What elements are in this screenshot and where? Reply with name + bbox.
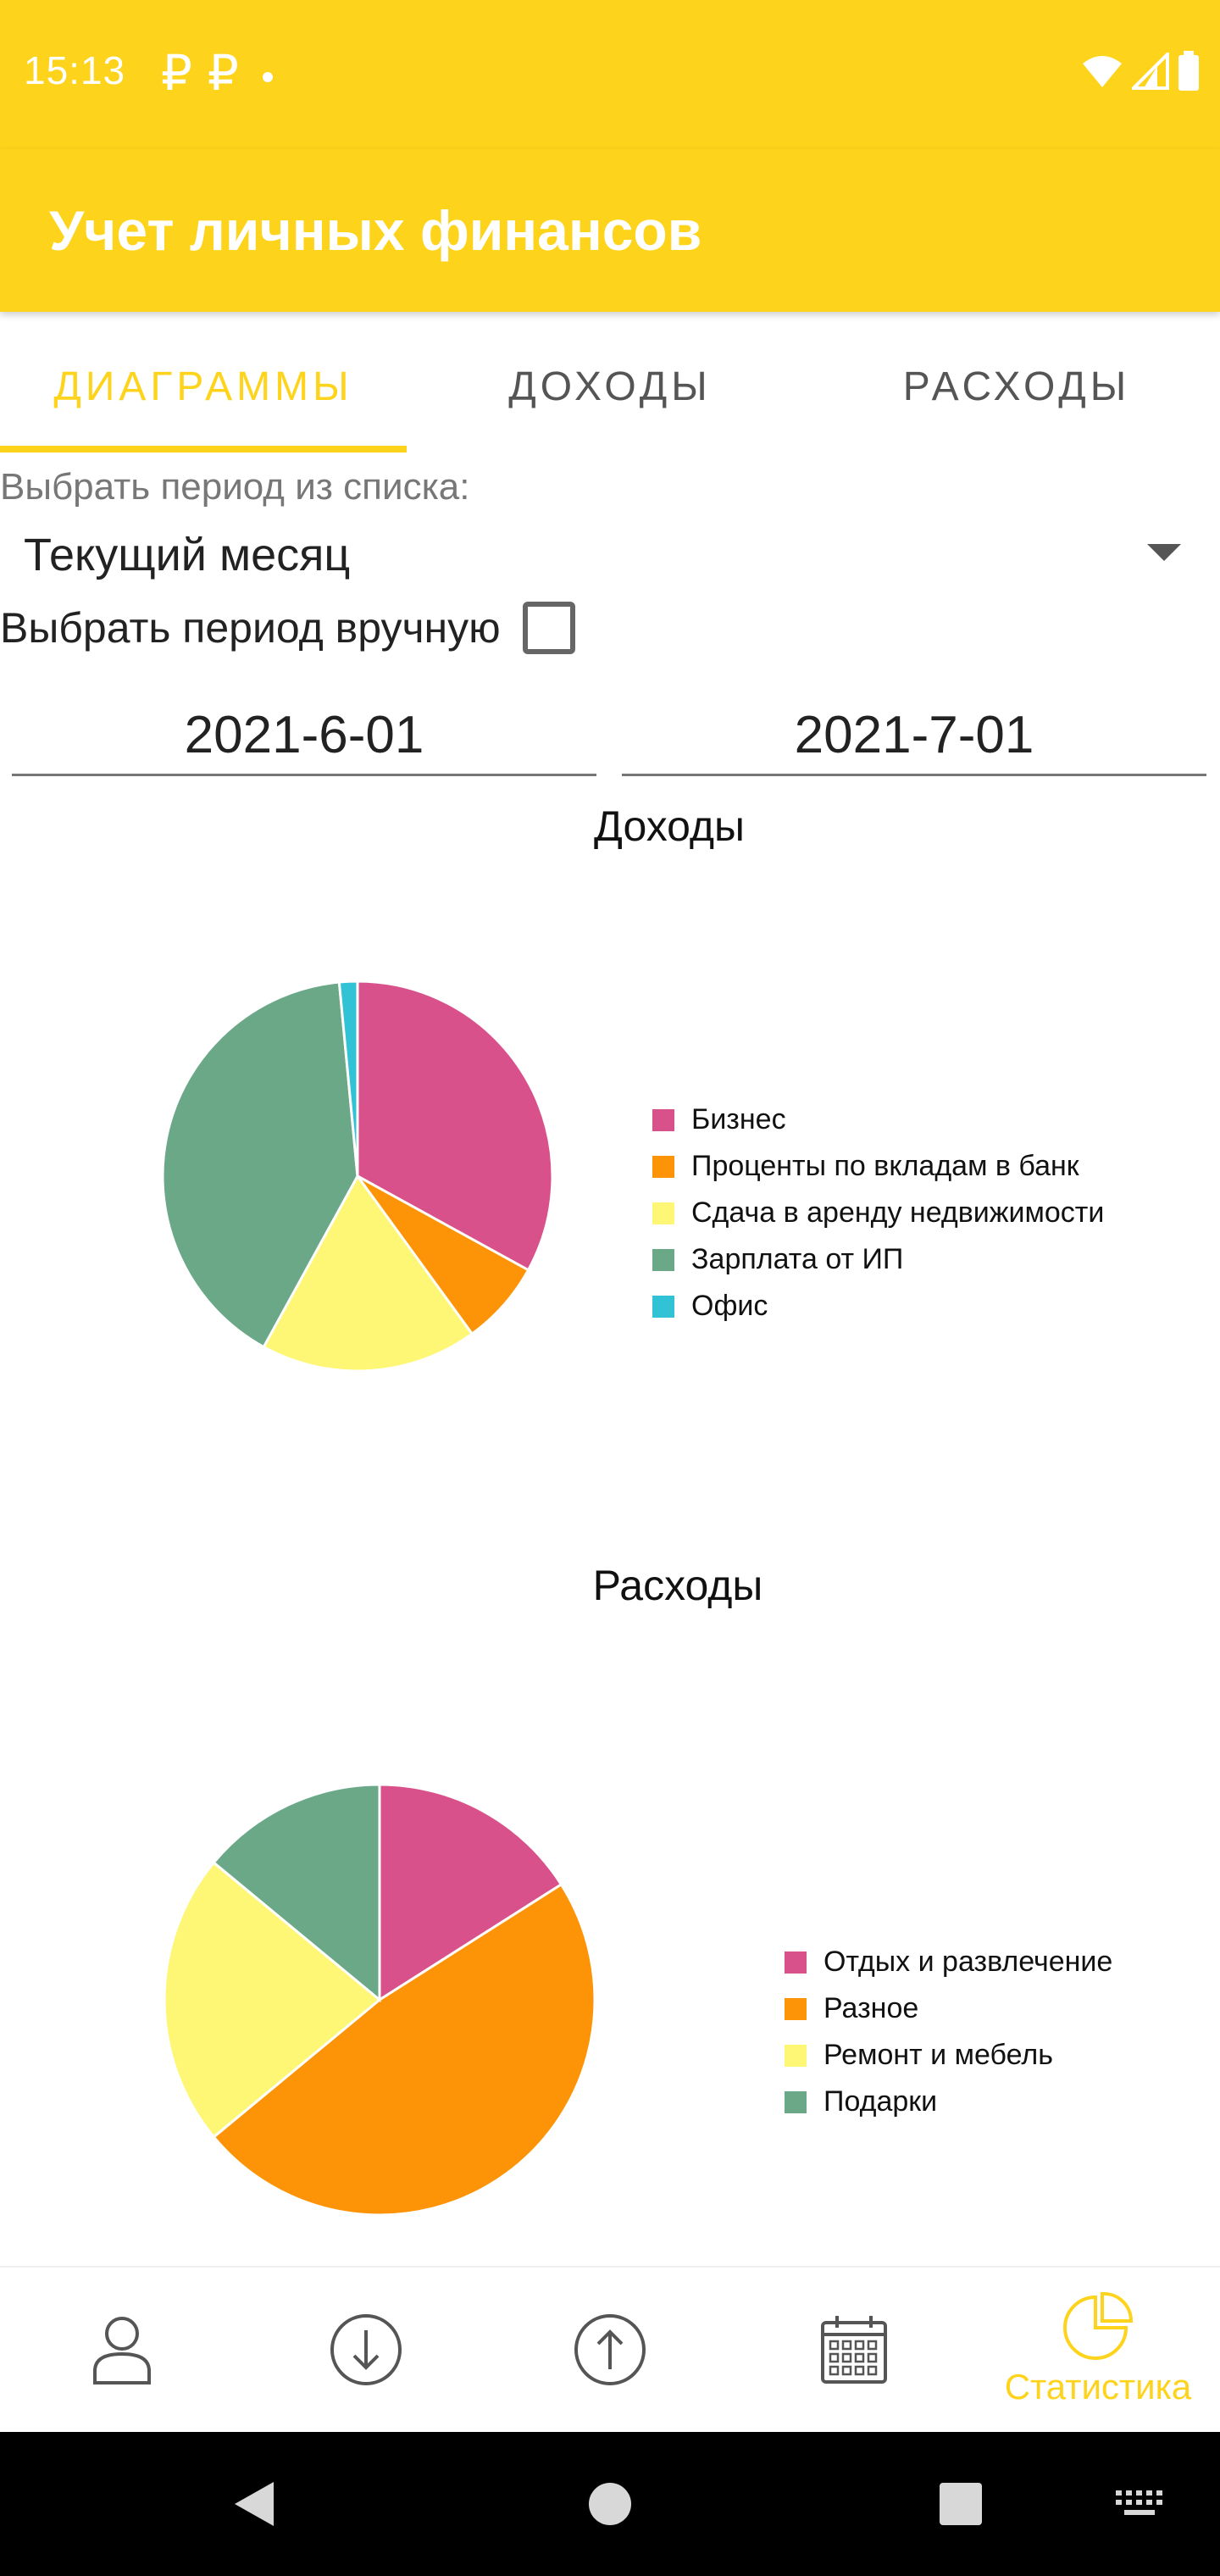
manual-period-checkbox[interactable] [522, 602, 575, 654]
legend-swatch [785, 2044, 807, 2067]
manual-period-row: Выбрать период вручную [0, 598, 575, 658]
legend-swatch [785, 2090, 807, 2113]
nav-statistics[interactable]: Статистика [976, 2268, 1220, 2432]
bottom-navigation: Статистика [0, 2266, 1220, 2432]
arrow-down-circle-icon [330, 2314, 402, 2385]
expense-pie-chart [163, 1783, 596, 2217]
legend-swatch [652, 1108, 674, 1131]
legend-item: Отдых и развлечение [785, 1939, 1112, 1985]
nav-expenses[interactable] [488, 2268, 732, 2432]
legend-label: Проценты по вкладам в банк [691, 1150, 1079, 1182]
legend-swatch [785, 1951, 807, 1974]
system-status-icons [1081, 49, 1200, 93]
legend-swatch [652, 1248, 674, 1271]
legend-label: Зарплата от ИП [691, 1243, 904, 1275]
wifi-icon [1083, 56, 1122, 87]
legend-label: Разное [824, 1992, 919, 2024]
nav-profile[interactable] [0, 2268, 244, 2432]
income-pie-slice [262, 1174, 474, 1373]
ruble-notification-icon: ₽ [207, 46, 239, 101]
nav-calendar[interactable] [732, 2268, 976, 2432]
legend-item: Офис [652, 1283, 1104, 1330]
keyboard-button[interactable] [1110, 2432, 1169, 2576]
legend-label: Ремонт и мебель [824, 2039, 1053, 2071]
tab-bar: ДИАГРАММЫ ДОХОДЫ РАСХОДЫ [0, 312, 1220, 452]
tab-charts[interactable]: ДИАГРАММЫ [0, 312, 407, 452]
legend-item: Разное [785, 1985, 1112, 2032]
recents-icon [940, 2483, 982, 2525]
more-notifications-dot-icon [262, 71, 273, 82]
legend-label: Подарки [824, 2085, 938, 2118]
expense-chart-title: Расходы [592, 1562, 763, 1609]
dropdown-arrow-icon [1147, 544, 1181, 561]
status-time: 15:13 [24, 48, 126, 92]
legend-item: Ремонт и мебель [785, 2032, 1112, 2079]
legend-label: Сдача в аренду недвижимости [691, 1196, 1105, 1229]
app-bar: Учет личных финансов [0, 149, 1220, 312]
manual-period-label: Выбрать период вручную [0, 604, 501, 652]
app-title: Учет личных финансов [49, 199, 702, 262]
legend-item: Бизнес [652, 1096, 1104, 1143]
legend-item: Проценты по вкладам в банк [652, 1143, 1104, 1190]
expense-pie-slice [378, 1783, 563, 2002]
battery-icon [1178, 51, 1199, 91]
legend-swatch [785, 1997, 807, 2020]
income-pie-slice [337, 980, 359, 1177]
recents-button[interactable] [927, 2432, 995, 2576]
nav-income[interactable] [244, 2268, 488, 2432]
legend-label: Бизнес [691, 1103, 786, 1135]
income-chart-title: Доходы [594, 802, 745, 850]
expense-pie-slice [212, 1783, 381, 2003]
period-selected-value: Текущий месяц [24, 530, 351, 580]
nav-statistics-label: Статистика [1004, 2367, 1192, 2407]
tab-expenses[interactable]: РАСХОДЫ [902, 364, 1131, 409]
home-button[interactable] [576, 2432, 644, 2576]
keyboard-icon [1116, 2490, 1162, 2515]
cell-signal-icon [1132, 53, 1169, 90]
date-from-field[interactable]: 2021-6-01 [12, 695, 596, 776]
legend-label: Отдых и развлечение [824, 1946, 1113, 1978]
legend-swatch [652, 1295, 674, 1318]
calendar-icon [821, 2316, 887, 2384]
arrow-up-circle-icon [574, 2314, 646, 2385]
period-list-label: Выбрать период из списка: [0, 466, 470, 508]
income-pie-slice [356, 980, 554, 1272]
date-to-field[interactable]: 2021-7-01 [622, 695, 1206, 776]
income-pie-slice [161, 980, 359, 1349]
legend-item: Сдача в аренду недвижимости [652, 1190, 1104, 1236]
back-button[interactable] [220, 2432, 288, 2576]
status-bar: 15:13 ₽ ₽ [0, 0, 1220, 149]
income-legend: Бизнес Проценты по вкладам в банк Сдача в … [652, 1096, 1104, 1330]
expense-pie-slice [212, 1882, 596, 2217]
legend-item: Зарплата от ИП [652, 1236, 1104, 1283]
notification-icons: ₽ ₽ [161, 44, 288, 102]
tab-income[interactable]: ДОХОДЫ [508, 364, 712, 409]
income-pie-chart [161, 980, 554, 1373]
income-pie-slice [356, 1174, 530, 1336]
pie-chart-icon [1063, 2292, 1134, 2360]
home-icon [589, 2483, 631, 2525]
ruble-notification-icon: ₽ [161, 46, 192, 101]
expense-legend: Отдых и развлечение Разное Ремонт и мебель… [785, 1939, 1112, 2125]
legend-item: Подарки [785, 2079, 1112, 2125]
expense-pie-slice [163, 1860, 382, 2140]
legend-swatch [652, 1155, 674, 1178]
legend-label: Офис [691, 1290, 768, 1322]
system-navigation-bar [0, 2432, 1220, 2576]
back-icon [235, 2482, 274, 2526]
legend-swatch [652, 1202, 674, 1224]
person-icon [93, 2317, 151, 2384]
period-dropdown[interactable]: Текущий месяц [0, 517, 1203, 593]
